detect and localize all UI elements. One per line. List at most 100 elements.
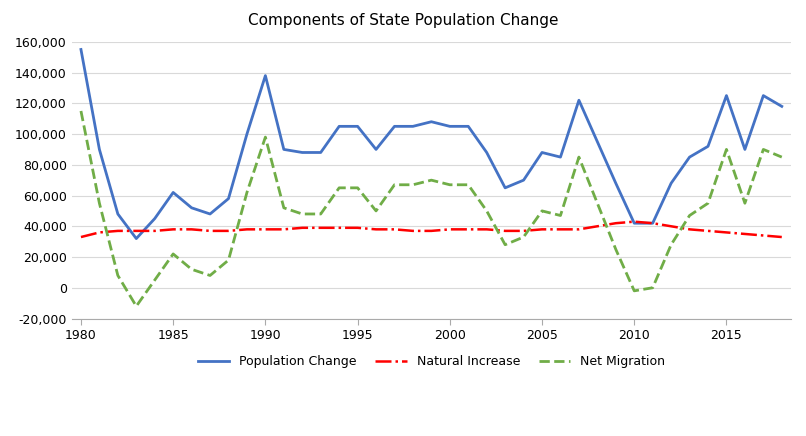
Net Migration — [685, 213, 695, 218]
Net Migration — [187, 267, 197, 272]
Net Migration — [168, 251, 178, 256]
Net Migration — [777, 154, 787, 160]
Population Change — [740, 147, 750, 152]
Population Change — [76, 47, 85, 52]
Net Migration — [131, 303, 141, 309]
Net Migration — [206, 273, 215, 278]
Natural Increase — [372, 227, 381, 232]
Natural Increase — [94, 230, 104, 235]
Net Migration — [316, 211, 326, 217]
Population Change — [353, 124, 363, 129]
Line: Population Change: Population Change — [81, 50, 782, 238]
Population Change — [592, 139, 602, 144]
Natural Increase — [150, 228, 160, 234]
Net Migration — [297, 211, 307, 217]
Net Migration — [537, 208, 546, 214]
Population Change — [685, 154, 695, 160]
Natural Increase — [426, 228, 436, 234]
Population Change — [242, 131, 251, 136]
Natural Increase — [131, 228, 141, 234]
Net Migration — [703, 201, 713, 206]
Population Change — [316, 150, 326, 155]
Line: Natural Increase: Natural Increase — [81, 221, 782, 237]
Population Change — [445, 124, 455, 129]
Net Migration — [389, 182, 399, 187]
Population Change — [206, 211, 215, 217]
Net Migration — [758, 147, 768, 152]
Natural Increase — [592, 224, 602, 229]
Natural Increase — [537, 227, 546, 232]
Net Migration — [648, 285, 658, 290]
Population Change — [131, 236, 141, 241]
Population Change — [482, 150, 492, 155]
Population Change — [758, 93, 768, 98]
Net Migration — [113, 273, 123, 278]
Natural Increase — [758, 233, 768, 238]
Population Change — [334, 124, 344, 129]
Text: Components of State Population Change: Components of State Population Change — [247, 13, 559, 28]
Natural Increase — [519, 228, 529, 234]
Net Migration — [740, 201, 750, 206]
Natural Increase — [574, 227, 584, 232]
Population Change — [703, 144, 713, 149]
Population Change — [537, 150, 546, 155]
Natural Increase — [740, 232, 750, 237]
Natural Increase — [501, 228, 510, 234]
Population Change — [372, 147, 381, 152]
Natural Increase — [667, 224, 676, 229]
Population Change — [555, 154, 565, 160]
Net Migration — [242, 190, 251, 195]
Natural Increase — [113, 228, 123, 234]
Natural Increase — [76, 235, 85, 240]
Net Migration — [667, 242, 676, 247]
Net Migration — [611, 247, 621, 252]
Population Change — [519, 177, 529, 183]
Net Migration — [721, 147, 731, 152]
Population Change — [629, 221, 639, 226]
Population Change — [611, 181, 621, 186]
Population Change — [426, 119, 436, 124]
Population Change — [150, 216, 160, 221]
Legend: Population Change, Natural Increase, Net Migration: Population Change, Natural Increase, Net… — [193, 350, 670, 373]
Natural Increase — [206, 228, 215, 234]
Natural Increase — [187, 227, 197, 232]
Natural Increase — [316, 225, 326, 231]
Natural Increase — [408, 228, 418, 234]
Net Migration — [279, 205, 289, 211]
Natural Increase — [279, 227, 289, 232]
Net Migration — [629, 288, 639, 293]
Population Change — [94, 147, 104, 152]
Net Migration — [150, 277, 160, 283]
Natural Increase — [648, 221, 658, 226]
Population Change — [501, 185, 510, 191]
Natural Increase — [168, 227, 178, 232]
Population Change — [667, 181, 676, 186]
Net Migration — [519, 235, 529, 240]
Net Migration — [260, 134, 270, 140]
Net Migration — [372, 208, 381, 214]
Net Migration — [574, 154, 584, 160]
Net Migration — [223, 258, 233, 263]
Natural Increase — [482, 227, 492, 232]
Population Change — [297, 150, 307, 155]
Net Migration — [482, 208, 492, 214]
Natural Increase — [389, 227, 399, 232]
Natural Increase — [685, 227, 695, 232]
Population Change — [721, 93, 731, 98]
Natural Increase — [223, 228, 233, 234]
Population Change — [260, 73, 270, 78]
Natural Increase — [555, 227, 565, 232]
Net Migration — [463, 182, 473, 187]
Natural Increase — [297, 225, 307, 231]
Population Change — [279, 147, 289, 152]
Net Migration — [408, 182, 418, 187]
Population Change — [168, 190, 178, 195]
Net Migration — [76, 109, 85, 114]
Population Change — [648, 221, 658, 226]
Net Migration — [94, 201, 104, 206]
Net Migration — [353, 185, 363, 191]
Natural Increase — [629, 219, 639, 224]
Natural Increase — [611, 221, 621, 226]
Net Migration — [445, 182, 455, 187]
Population Change — [408, 124, 418, 129]
